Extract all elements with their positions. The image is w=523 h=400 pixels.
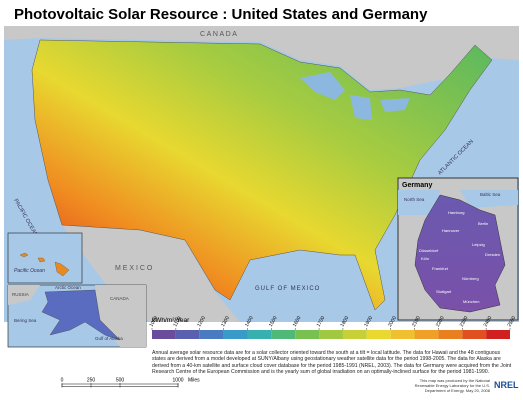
- scale-tick-label: 500: [116, 378, 125, 384]
- legend-tick-label: 2200: [435, 315, 446, 328]
- canada-land: [4, 26, 519, 90]
- gulf-label: GULF OF MEXICO: [255, 286, 320, 292]
- pacific-hawaii-label: Pacific Ocean: [14, 268, 45, 274]
- legend-swatch: [223, 330, 248, 339]
- city-label: Hannover: [442, 228, 460, 233]
- city-label: Stuttgart: [436, 289, 452, 294]
- legend-swatch: [175, 330, 200, 339]
- legend-tick-label: 2500: [507, 315, 518, 328]
- gulf-alaska-label: Gulf of Alaska: [95, 336, 123, 341]
- legend-swatch: [438, 330, 463, 339]
- us-land: [31, 39, 493, 311]
- legend-swatch: [271, 330, 296, 339]
- legend-tick-label: 1500: [268, 315, 279, 328]
- legend-tick-label: 1400: [244, 315, 255, 328]
- scale-bar: 0 250 500 1000 Miles: [61, 378, 200, 388]
- city-label: Dresden: [485, 252, 500, 257]
- city-label: Hamburg: [448, 210, 464, 215]
- legend-tick-label: 1900: [363, 315, 374, 328]
- city-label: Berlin: [478, 221, 488, 226]
- legend-swatch: [295, 330, 320, 339]
- russia-label: RUSSIA: [12, 292, 29, 297]
- legend-tick-label: 1200: [196, 315, 207, 328]
- description: Annual average solar resource data are f…: [152, 350, 512, 376]
- legend-swatch: [247, 330, 272, 339]
- baltic-label: Baltic Sea: [480, 192, 501, 197]
- hawaii-inset: [7, 232, 83, 284]
- legend-tick-label: 2400: [483, 315, 494, 328]
- legend-tick-label: 2300: [459, 315, 470, 328]
- scale-tick-label: 0: [61, 378, 64, 384]
- legend-tick-label: 1600: [292, 315, 303, 328]
- arctic-label: Arctic Ocean: [55, 285, 81, 290]
- legend-swatch: [342, 330, 367, 339]
- logo: NREL: [494, 380, 519, 390]
- legend-swatch: [390, 330, 415, 339]
- legend-swatch: [152, 330, 176, 339]
- legend-swatch: [366, 330, 391, 339]
- city-label: Frankfurt: [432, 266, 449, 271]
- mexico-land: [60, 222, 240, 322]
- scale-tick-label: 1000: [172, 378, 183, 384]
- north-sea-label: North Sea: [404, 197, 425, 202]
- germany-land: [414, 194, 506, 313]
- legend-swatch: [462, 330, 487, 339]
- germany-title: Germany: [402, 182, 432, 189]
- bering-label: Bering Sea: [14, 318, 37, 323]
- canada-label: C A N A D A: [200, 31, 237, 38]
- great-lakes: [300, 72, 410, 120]
- city-label: Nürnberg: [462, 276, 479, 281]
- legend-swatch: [486, 330, 510, 339]
- legend-tick-label: 2000: [387, 315, 398, 328]
- map-title: Photovoltaic Solar Resource : United Sta…: [14, 6, 428, 23]
- city-label: Düsseldorf: [419, 248, 439, 253]
- credit: This map was produced by the National Re…: [414, 378, 490, 393]
- legend-swatch: [199, 330, 224, 339]
- russia-land: [8, 285, 40, 305]
- legend-unit: kWh/m²/Year: [152, 317, 190, 324]
- scale-unit: Miles: [188, 378, 200, 384]
- mexico-label: M E X I C O: [115, 265, 153, 272]
- legend-tick-label: 1100: [172, 315, 183, 328]
- legend-swatch: [414, 330, 439, 339]
- legend-swatch: [319, 330, 343, 339]
- alaska-land: [41, 289, 121, 341]
- city-label: Leipzig: [472, 242, 485, 247]
- canada-ak-land: [95, 285, 146, 347]
- city-label: München: [463, 299, 479, 304]
- canada-ak-label: CANADA: [110, 296, 129, 301]
- hawaii-islands: [19, 252, 70, 277]
- germany-seas: [398, 190, 518, 215]
- legend-tick-label: 1000: [149, 315, 160, 328]
- germany-cities: Hamburg Berlin Hannover Düsseldorf Köln …: [419, 210, 500, 304]
- legend-tick-label: 2100: [411, 315, 422, 328]
- legend: 1000 1100 1200 1300 1400 1500 1600 1700 1800 1900…: [149, 315, 518, 339]
- scale-tick-label: 250: [87, 378, 96, 384]
- legend-tick-label: 1700: [316, 315, 327, 328]
- legend-tick-label: 1800: [339, 315, 350, 328]
- city-label: Köln: [421, 256, 429, 261]
- legend-tick-label: 1300: [220, 315, 231, 328]
